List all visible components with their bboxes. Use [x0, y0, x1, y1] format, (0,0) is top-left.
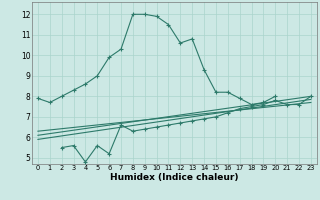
X-axis label: Humidex (Indice chaleur): Humidex (Indice chaleur)	[110, 173, 239, 182]
